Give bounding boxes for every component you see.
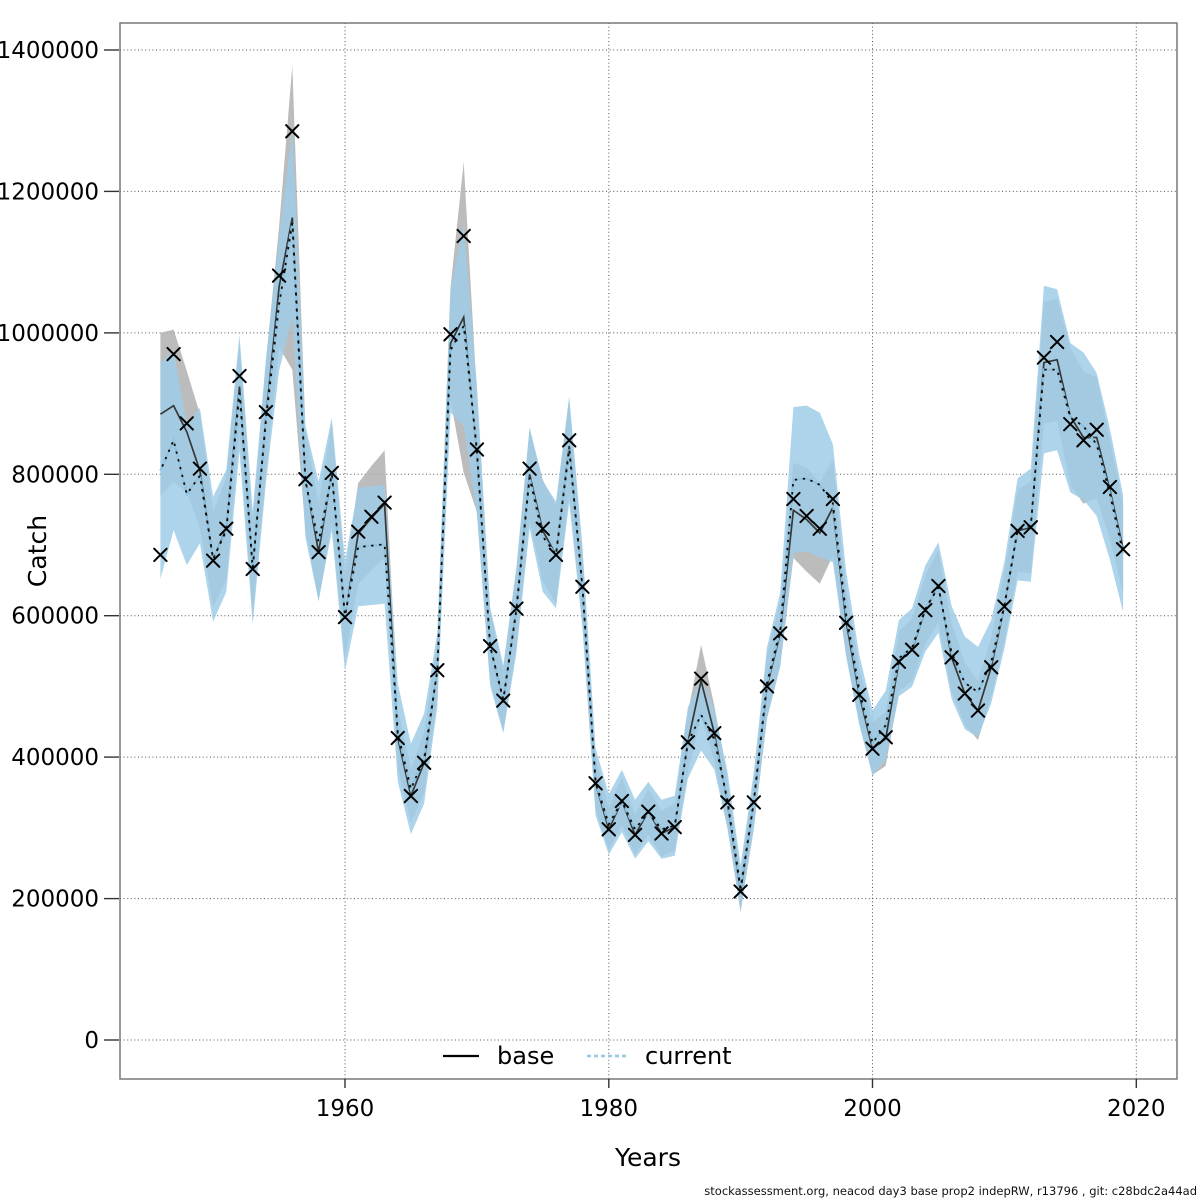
x-tick-label: 2020 xyxy=(1107,1096,1166,1122)
confidence-bands xyxy=(160,65,1124,913)
y-axis-title: Catch xyxy=(23,515,52,587)
current-line-dark-dots xyxy=(159,223,1124,889)
legend-label-base: base xyxy=(497,1042,554,1070)
y-tick-label: 600000 xyxy=(11,604,99,630)
y-tick-label: 400000 xyxy=(11,745,99,771)
y-tick-label: 1200000 xyxy=(0,179,99,205)
x-tick-label: 2000 xyxy=(843,1096,902,1122)
axis-ticks xyxy=(104,49,1138,1088)
y-tick-label: 1400000 xyxy=(0,38,99,64)
x-tick-label: 1980 xyxy=(580,1096,639,1122)
observed-catch-x-markers xyxy=(153,124,1131,899)
series-lines xyxy=(159,217,1125,892)
plot-frame xyxy=(119,22,1178,1080)
current-confidence-band xyxy=(160,129,1124,911)
data-point-markers xyxy=(153,124,1131,899)
y-tick-label: 800000 xyxy=(11,462,99,488)
base-line xyxy=(159,217,1124,892)
y-tick-label: 200000 xyxy=(11,887,99,913)
x-tick-label: 1960 xyxy=(316,1096,375,1122)
legend-label-current: current xyxy=(645,1042,732,1070)
current-line-blue-dashes xyxy=(159,223,1125,889)
axis-tick-labels: 0 200000 400000 600000 800000 1000000 1200000 1… xyxy=(0,38,1166,1122)
legend: base current xyxy=(443,1042,732,1070)
y-tick-label: 0 xyxy=(84,1028,99,1054)
x-axis-title: Years xyxy=(614,1143,681,1172)
y-tick-label: 1000000 xyxy=(0,321,99,347)
footer-attribution: stockassessment.org, neacod day3 base pr… xyxy=(704,1184,1197,1198)
